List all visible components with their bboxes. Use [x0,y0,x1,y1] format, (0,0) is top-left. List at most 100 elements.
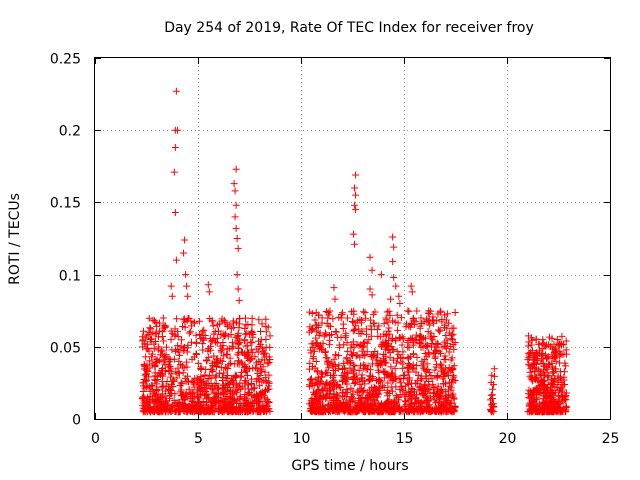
data-point [343,354,351,362]
data-point [427,307,435,315]
data-point [390,273,398,281]
data-point [374,350,382,358]
data-point [349,338,357,346]
data-point [258,344,266,352]
data-point [206,342,214,350]
data-point [230,180,238,188]
data-point [229,379,237,387]
data-point [222,404,230,412]
data-point [246,365,254,373]
data-point [180,249,188,257]
data-point [160,358,168,366]
data-point [351,240,359,248]
data-point [243,371,251,379]
data-point [360,343,368,351]
data-point [347,384,355,392]
data-point [181,343,189,351]
data-point [305,400,313,408]
data-point [539,339,547,347]
data-point [309,353,317,361]
data-point [418,320,426,328]
data-point [161,367,169,375]
data-point [402,401,410,409]
y-tick-label: 0.2 [59,124,81,140]
data-point [537,371,545,379]
data-point [489,400,497,408]
data-point [322,392,330,400]
data-point [420,398,428,406]
data-point [419,343,427,351]
data-point [361,309,369,317]
data-point [313,339,321,347]
x-tick-label: 15 [396,431,414,447]
data-point [248,314,256,322]
data-point [195,317,203,325]
data-point [256,382,264,390]
data-point [446,405,454,413]
data-point [381,374,389,382]
data-point [233,351,241,359]
data-point [386,330,394,338]
data-point [247,338,255,346]
data-point [351,326,359,334]
data-point [265,398,273,406]
data-point [223,374,231,382]
data-point [344,408,352,416]
data-point [390,243,398,251]
data-point [142,353,150,361]
data-point [395,396,403,404]
data-point [337,333,345,341]
data-point [234,245,242,253]
data-point [314,321,322,329]
data-point [423,342,431,350]
data-point [223,351,231,359]
data-point [391,407,399,415]
data-point [165,363,173,371]
data-point [253,345,261,353]
data-point [217,330,225,338]
data-point [265,358,273,366]
data-point [328,330,336,338]
data-point [343,370,351,378]
data-point [219,339,227,347]
data-point [560,350,568,358]
data-point [235,297,243,305]
data-point [561,380,569,388]
data-point [217,348,225,356]
data-point [156,319,164,327]
data-point [177,360,185,368]
data-point [260,349,268,357]
data-point [146,324,154,332]
data-point [368,326,376,334]
data-point [248,385,256,393]
data-point [264,360,272,368]
data-point [366,285,374,293]
data-point [422,367,430,375]
data-point [421,349,429,357]
data-point [430,319,438,327]
data-point [341,402,349,410]
data-point [548,345,556,353]
data-point [433,347,441,355]
data-point [348,352,356,360]
data-point [262,315,270,323]
data-point [407,406,415,414]
data-point [146,336,154,344]
y-tick-label: 0.1 [59,269,81,285]
data-point [181,236,189,244]
data-point [172,399,180,407]
data-point [314,387,322,395]
data-point [551,377,559,385]
data-point [203,379,211,387]
data-point [311,316,319,324]
data-point [390,356,398,364]
data-point [356,402,364,410]
data-point [394,319,402,327]
data-point [157,347,165,355]
data-point [234,285,242,293]
data-point [223,350,231,358]
data-point [212,355,220,363]
data-point [555,339,563,347]
data-point [330,394,338,402]
